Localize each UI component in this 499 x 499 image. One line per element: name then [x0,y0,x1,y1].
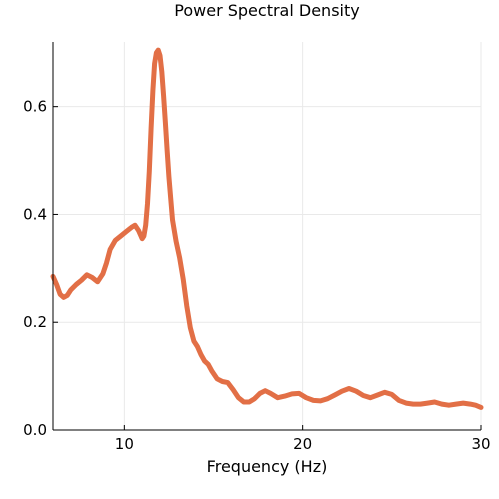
x-axis-label: Frequency (Hz) [207,457,328,476]
y-ticks: 0.0 0.2 0.4 0.6 [23,98,58,439]
x-tick-label: 20 [293,435,312,453]
x-tick-label: 10 [115,435,134,453]
x-ticks: 10 20 30 [115,425,491,453]
psd-series-line [50,47,484,410]
y-tick-label: 0.6 [23,98,47,116]
x-tick-label: 30 [471,435,490,453]
y-tick-label: 0.0 [23,421,47,439]
y-tick-label: 0.2 [23,313,47,331]
series-group [50,47,484,410]
y-tick-label: 0.4 [23,205,47,223]
chart-title: Power Spectral Density [174,1,359,20]
